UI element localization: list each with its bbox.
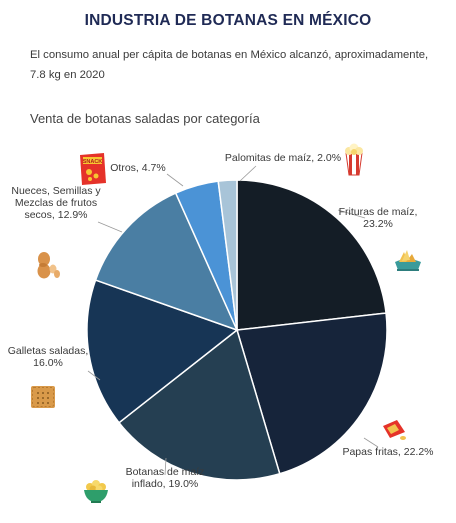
slice-label-line: Galletas saladas, <box>8 345 89 357</box>
leader-line <box>97 221 123 233</box>
page-title: INDUSTRIA DE BOTANAS EN MÉXICO <box>84 12 372 29</box>
snack-bag-icon: SNACK <box>80 153 106 185</box>
pie-slice <box>94 192 239 332</box>
pie-slices <box>86 179 388 481</box>
subtitle-line-1: El consumo anual per cápita de botanas e… <box>30 49 429 61</box>
slice-label: Galletas saladas, 16.0% <box>8 345 89 369</box>
slice-label-line: secos, 12.9% <box>24 209 87 221</box>
leader-line <box>363 437 379 448</box>
leader-lines <box>87 165 379 476</box>
slice-label-line: Botanas de maíz <box>126 466 205 478</box>
slice-label-line: inflado, 19.0% <box>132 478 199 490</box>
slice-label: Frituras de maíz, 23.2% <box>339 206 418 230</box>
slice-label: Otros, 4.7% <box>110 162 165 174</box>
slice-label: Palomitas de maíz, 2.0% <box>225 152 341 164</box>
pie-slice <box>236 179 387 331</box>
corn-chips-icon <box>395 250 421 271</box>
slice-label: Papas fritas, 22.2% <box>342 446 433 458</box>
slice-label-line: 23.2% <box>363 218 393 230</box>
slice-label-line: Otros, 4.7% <box>110 162 165 174</box>
leader-line <box>239 165 257 182</box>
slice-label-line: 16.0% <box>33 357 63 369</box>
slice-label-line: Nueces, Semillas y <box>11 185 101 197</box>
puffed-corn-bowl-icon <box>84 480 108 503</box>
cracker-icon <box>31 386 55 408</box>
chart-title: Venta de botanas saladas por categoría <box>30 111 260 126</box>
slice-label-line: Mezclas de frutos <box>15 197 97 209</box>
slice-labels: Frituras de maíz, 23.2% Papas fritas, 22.2… <box>8 152 434 490</box>
page-subtitle: El consumo anual per cápita de botanas e… <box>30 45 430 85</box>
slice-label-line: Frituras de maíz, <box>339 206 418 218</box>
pie-slice <box>217 179 238 331</box>
leader-line <box>337 209 366 219</box>
pie-slice <box>118 328 281 481</box>
popcorn-icon <box>345 143 363 176</box>
slice-label-line: Papas fritas, 22.2% <box>342 446 433 458</box>
pie-slice <box>86 279 239 424</box>
peanut-icon <box>37 252 60 279</box>
svg-text:SNACK: SNACK <box>83 159 103 165</box>
slice-label: Botanas de maíz inflado, 19.0% <box>126 466 205 490</box>
leader-line <box>166 173 184 187</box>
slice-label: Nueces, Semillas y Mezclas de frutos secos… <box>11 185 101 221</box>
slice-label-line: Palomitas de maíz, 2.0% <box>225 152 341 164</box>
pie-slice <box>236 312 388 475</box>
chips-bag-icon <box>383 420 406 440</box>
leader-line <box>164 457 167 476</box>
leader-line <box>87 370 101 381</box>
subtitle-line-2: 7.8 kg en 2020 <box>30 69 105 81</box>
